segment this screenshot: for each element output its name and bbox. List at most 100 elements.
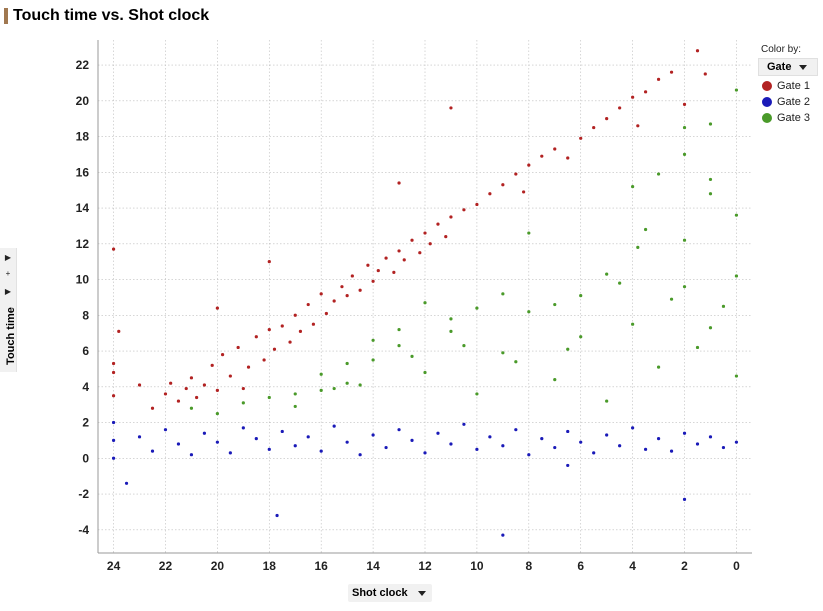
legend-item-gate3[interactable]: Gate 3 — [762, 112, 822, 124]
legend-item-gate2[interactable]: Gate 2 — [762, 96, 822, 108]
data-point-gate-1 — [311, 322, 316, 326]
data-point-gate-2 — [254, 437, 258, 441]
data-point-gate-3 — [267, 395, 271, 400]
data-point-gate-1 — [345, 294, 349, 298]
data-point-gate-1 — [695, 49, 700, 53]
data-point-gate-3 — [656, 172, 661, 176]
data-point-gate-2 — [514, 428, 518, 432]
data-point-gate-1 — [669, 70, 674, 74]
data-point-gate-2 — [682, 497, 687, 501]
data-point-gate-2 — [669, 449, 674, 453]
x-tick-label: 14 — [366, 559, 380, 573]
data-point-gate-1 — [220, 352, 225, 357]
data-point-gate-3 — [319, 372, 323, 376]
y-axis-control-panel: ▶ + ▶ — [0, 248, 17, 372]
color-by-label: Color by: — [761, 44, 802, 55]
data-point-gate-1 — [111, 247, 116, 251]
data-point-gate-1 — [444, 235, 448, 239]
data-point-gate-1 — [636, 124, 640, 128]
data-point-gate-2 — [579, 440, 583, 444]
data-point-gate-3 — [527, 231, 531, 235]
data-point-gate-3 — [682, 285, 687, 289]
data-point-gate-3 — [501, 351, 505, 355]
data-point-gate-1 — [262, 358, 266, 362]
y-tick-label: -4 — [78, 523, 89, 537]
data-point-gate-1 — [682, 102, 687, 106]
y-tick-label: 20 — [76, 94, 90, 108]
data-point-gate-1 — [340, 285, 344, 289]
data-point-gate-3 — [332, 386, 336, 391]
plus-icon[interactable]: + — [5, 269, 11, 278]
data-point-gate-2 — [501, 533, 505, 537]
data-point-gate-2 — [631, 426, 635, 430]
data-point-gate-3 — [371, 338, 375, 342]
data-point-gate-3 — [605, 272, 609, 276]
data-point-gate-2 — [150, 449, 155, 453]
data-point-gate-3 — [527, 310, 531, 314]
triangle-right-icon[interactable]: ▶ — [4, 253, 12, 262]
data-point-gate-1 — [163, 392, 168, 396]
data-point-gate-1 — [527, 163, 531, 167]
data-point-gate-1 — [488, 192, 492, 196]
data-point-gate-2 — [436, 431, 440, 435]
data-point-gate-3 — [721, 304, 726, 308]
data-point-gate-1 — [280, 324, 284, 328]
chart-title: Touch time vs. Shot clock — [13, 7, 210, 24]
data-point-gate-1 — [449, 215, 453, 219]
data-point-gate-3 — [293, 404, 297, 409]
data-point-gate-3 — [423, 370, 427, 375]
data-point-gate-3 — [682, 152, 687, 156]
data-point-gate-1 — [228, 374, 232, 378]
data-point-gate-1 — [703, 72, 707, 76]
data-point-gate-2 — [332, 424, 336, 428]
data-point-gate-3 — [643, 227, 648, 232]
y-tick-label: -2 — [78, 487, 89, 501]
data-point-gate-2 — [708, 435, 713, 439]
data-point-gate-2 — [111, 420, 116, 425]
x-tick-label: 20 — [211, 559, 225, 573]
title-accent — [4, 8, 8, 24]
legend-swatch — [762, 97, 772, 107]
data-point-gate-1 — [501, 183, 505, 187]
data-point-gate-3 — [636, 245, 640, 249]
data-point-gate-3 — [708, 177, 713, 182]
chevron-down-icon — [799, 64, 808, 70]
data-point-gate-1 — [540, 154, 544, 158]
data-point-gate-2 — [592, 451, 596, 455]
legend-label: Gate 1 — [777, 80, 811, 92]
legend-swatch — [762, 113, 772, 123]
data-point-gate-1 — [475, 202, 479, 207]
data-point-gate-2 — [345, 440, 349, 444]
data-point-gate-3 — [345, 361, 349, 366]
data-point-gate-1 — [254, 335, 258, 339]
data-point-gate-3 — [631, 322, 635, 326]
data-point-gate-3 — [215, 411, 219, 416]
data-point-gate-2 — [371, 433, 375, 437]
legend-item-gate1[interactable]: Gate 1 — [762, 80, 822, 92]
data-point-gate-2 — [553, 445, 557, 450]
data-point-gate-3 — [669, 297, 674, 301]
triangle-right-icon[interactable]: ▶ — [4, 287, 12, 296]
data-point-gate-1 — [618, 106, 622, 110]
data-point-gate-2 — [605, 433, 609, 437]
x-axis-selector[interactable]: Shot clock — [348, 584, 432, 602]
y-tick-label: 2 — [82, 416, 89, 430]
data-point-gate-3 — [695, 345, 700, 350]
data-point-gate-3 — [345, 381, 349, 385]
data-point-gate-2 — [527, 453, 531, 457]
data-point-gate-1 — [384, 256, 388, 260]
color-by-dropdown[interactable]: Gate — [758, 58, 818, 76]
color-by-value: Gate — [767, 61, 792, 73]
data-point-gate-3 — [734, 274, 739, 278]
legend-label: Gate 2 — [777, 96, 811, 108]
y-tick-label: 0 — [82, 451, 89, 465]
data-point-gate-2 — [111, 438, 116, 442]
data-point-gate-1 — [462, 208, 466, 212]
data-point-gate-1 — [514, 172, 518, 176]
data-point-gate-1 — [423, 231, 427, 235]
x-tick-label: 0 — [733, 559, 740, 573]
data-point-gate-2 — [488, 435, 492, 439]
data-point-gate-2 — [384, 445, 388, 450]
data-point-gate-1 — [418, 251, 422, 255]
